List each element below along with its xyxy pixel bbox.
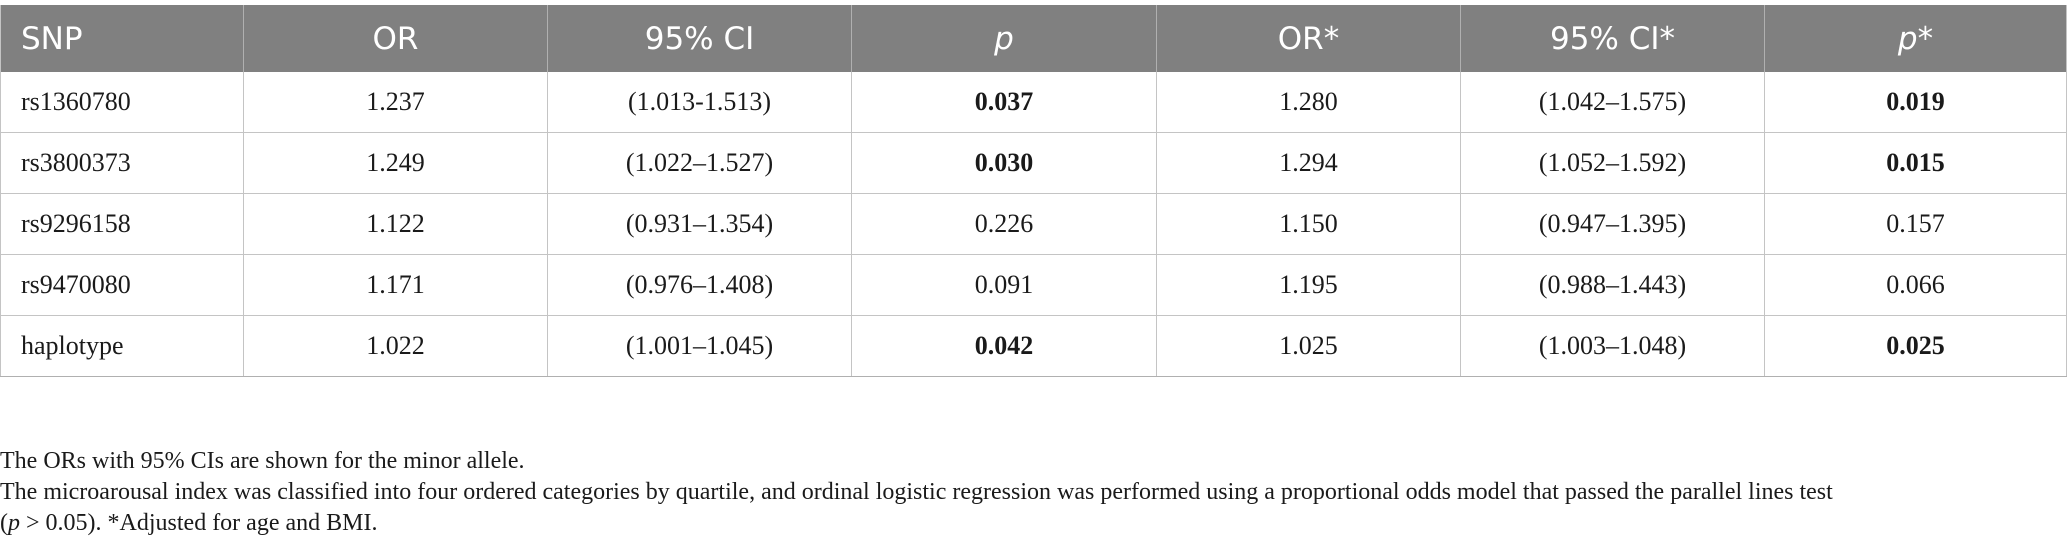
header-or: OR: [243, 5, 548, 72]
cell-p: 0.042: [851, 315, 1157, 377]
results-table-container: SNP OR 95% CI p OR* 95% CI* p* rs1360780…: [0, 5, 2067, 377]
footnote-method: The microarousal index was classified in…: [0, 477, 2060, 539]
cell-or: 1.237: [243, 72, 548, 133]
cell-or-adjusted: 1.280: [1156, 72, 1461, 133]
header-snp: SNP: [0, 5, 244, 72]
header-p: p: [851, 5, 1157, 72]
cell-p-adjusted: 0.157: [1764, 193, 2067, 255]
cell-or-adjusted: 1.150: [1156, 193, 1461, 255]
table-row: haplotype 1.022 (1.001–1.045) 0.042 1.02…: [0, 315, 2067, 377]
footnote-p-symbol: p: [8, 510, 20, 536]
cell-p-adjusted: 0.015: [1764, 132, 2067, 194]
header-ci-adjusted: 95% CI*: [1460, 5, 1765, 72]
snp-results-table: SNP OR 95% CI p OR* 95% CI* p* rs1360780…: [0, 5, 2067, 377]
cell-p: 0.226: [851, 193, 1157, 255]
footnote-paren: (: [0, 510, 8, 536]
header-ci: 95% CI: [547, 5, 852, 72]
cell-ci: (0.931–1.354): [547, 193, 852, 255]
cell-or: 1.171: [243, 254, 548, 316]
cell-p: 0.091: [851, 254, 1157, 316]
cell-ci: (1.022–1.527): [547, 132, 852, 194]
cell-p: 0.030: [851, 132, 1157, 194]
cell-p: 0.037: [851, 72, 1157, 133]
cell-snp: haplotype: [0, 315, 244, 377]
cell-p-adjusted: 0.025: [1764, 315, 2067, 377]
cell-or-adjusted: 1.195: [1156, 254, 1461, 316]
cell-ci: (0.976–1.408): [547, 254, 852, 316]
cell-or-adjusted: 1.025: [1156, 315, 1461, 377]
footnote-minor-allele: The ORs with 95% CIs are shown for the m…: [0, 448, 525, 474]
cell-ci-adjusted: (0.988–1.443): [1460, 254, 1765, 316]
footnote-method-text: The microarousal index was classified in…: [0, 479, 1833, 505]
cell-ci-adjusted: (1.052–1.592): [1460, 132, 1765, 194]
header-p-adjusted: p*: [1764, 5, 2067, 72]
table-header-row: SNP OR 95% CI p OR* 95% CI* p*: [0, 5, 2067, 72]
cell-ci-adjusted: (0.947–1.395): [1460, 193, 1765, 255]
cell-ci: (1.001–1.045): [547, 315, 852, 377]
header-or-adjusted: OR*: [1156, 5, 1461, 72]
cell-or: 1.122: [243, 193, 548, 255]
cell-snp: rs9296158: [0, 193, 244, 255]
cell-ci-adjusted: (1.003–1.048): [1460, 315, 1765, 377]
cell-or-adjusted: 1.294: [1156, 132, 1461, 194]
cell-snp: rs3800373: [0, 132, 244, 194]
cell-ci: (1.013-1.513): [547, 72, 852, 133]
cell-p-adjusted: 0.066: [1764, 254, 2067, 316]
footnote-adjusted-note: > 0.05). *Adjusted for age and BMI.: [20, 510, 378, 536]
cell-or: 1.249: [243, 132, 548, 194]
table-row: rs9296158 1.122 (0.931–1.354) 0.226 1.15…: [0, 193, 2067, 255]
table-row: rs9470080 1.171 (0.976–1.408) 0.091 1.19…: [0, 254, 2067, 316]
table-footnotes: The ORs with 95% CIs are shown for the m…: [0, 446, 2060, 539]
cell-snp: rs1360780: [0, 72, 244, 133]
cell-ci-adjusted: (1.042–1.575): [1460, 72, 1765, 133]
cell-snp: rs9470080: [0, 254, 244, 316]
cell-or: 1.022: [243, 315, 548, 377]
cell-p-adjusted: 0.019: [1764, 72, 2067, 133]
table-row: rs1360780 1.237 (1.013-1.513) 0.037 1.28…: [0, 72, 2067, 133]
table-row: rs3800373 1.249 (1.022–1.527) 0.030 1.29…: [0, 132, 2067, 194]
table-body: rs1360780 1.237 (1.013-1.513) 0.037 1.28…: [0, 72, 2067, 377]
